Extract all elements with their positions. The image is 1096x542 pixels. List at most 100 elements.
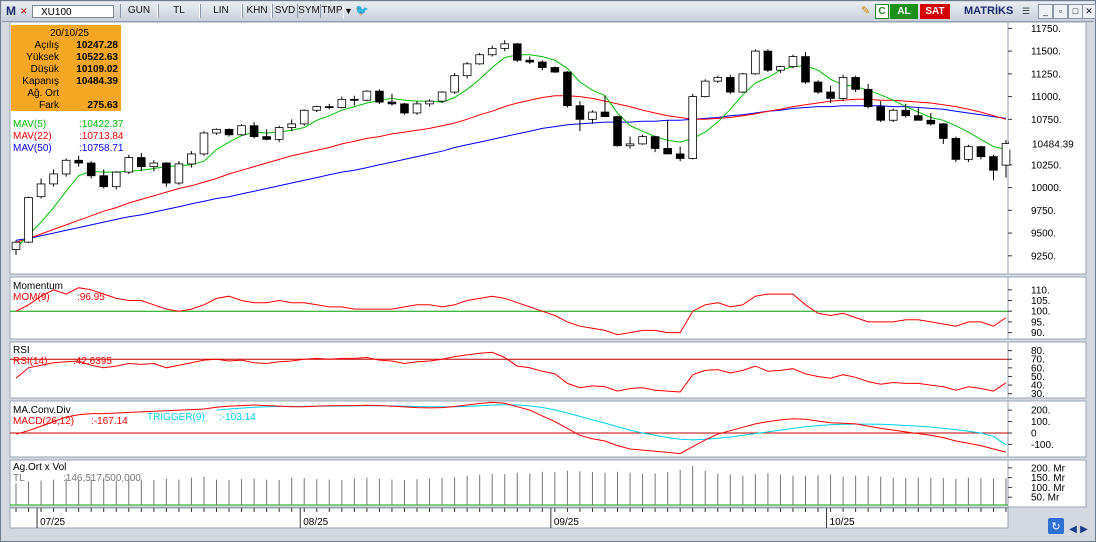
candle-body [462,63,472,77]
macd-tick-label: -100. [1031,440,1054,451]
macd-tick-label: 200. [1031,406,1050,417]
currency-button[interactable]: TL [158,4,200,18]
candle-body [212,128,221,134]
rsi-title: RSI [13,345,30,356]
mom-tick-label: 105. [1031,296,1050,307]
info-box-label: Kapanış [22,76,59,87]
panel-3 [9,400,1009,458]
period-button[interactable]: GUN [120,4,158,18]
axis-panel-4 [1007,459,1087,508]
candle-body [262,136,271,140]
x-axis-panel [9,507,1009,529]
candle-body [588,111,597,120]
price-tick-label: 11500. [1031,47,1061,58]
legend-name: MAV(50) [13,143,52,154]
matriks-logo[interactable]: M [6,4,16,18]
refresh-icon [1048,518,1064,534]
candle-body [437,91,447,102]
legend-value: :10713.84 [79,131,124,142]
macd-tick-label: 100. [1031,417,1050,428]
candle-body [913,115,923,121]
rsi-tick-label: 50. [1031,372,1045,383]
x-tick-label: 09/25 [554,517,579,528]
twitter-icon[interactable]: 🐦 [355,5,369,17]
info-box-value: 10247.28 [76,40,118,51]
candle-body [412,103,422,114]
price-tick-label: 10250. [1031,160,1062,171]
khn-button[interactable]: KHN [242,4,272,18]
candle-body [174,163,184,184]
candle-body [337,98,347,108]
candle-body [851,77,860,90]
compare-icon[interactable]: C [875,4,889,19]
candle-body [989,156,998,171]
candle-body [387,101,397,105]
rsi-tick-label: 70. [1031,355,1045,366]
candle-body [688,96,697,159]
candle-body [362,90,372,101]
info-box-label: Açılış [35,40,59,51]
info-box-label: Yüksek [26,52,60,63]
info-box-label: Düşük [31,64,60,75]
info-box-date: 20/10/25 [50,28,89,39]
info-box-value: 275.63 [87,100,118,111]
rsi-tick-label: 30. [1031,389,1045,400]
candle-body [312,106,322,111]
candle-body [813,81,823,93]
template-dropdown-icon[interactable]: ▼ [344,6,353,16]
legend-name: MAV(22) [13,131,52,142]
candle-body [325,106,334,109]
info-box-bg [11,25,121,111]
candle-body [888,109,898,121]
candle-body [199,132,209,155]
candle-body [726,77,735,93]
sell-button[interactable]: SAT [920,4,950,19]
legend-value: :10422.37 [79,119,124,130]
mom-tick-label: 95. [1031,317,1045,328]
candle-body [926,119,936,125]
candle-body [11,241,21,250]
candle-body [375,90,384,103]
candle-body [863,88,873,108]
linear-button[interactable]: LIN [200,4,242,18]
candle-body [826,91,835,99]
candle-body [538,61,547,68]
info-box-value: 10484.39 [76,76,118,87]
x-tick-label: 10/25 [830,517,855,528]
candle-body [801,56,810,83]
candle-body [575,105,585,120]
candle-body [74,159,83,164]
scroll-left-icon: ◀ [1069,524,1077,535]
pencil-icon[interactable]: ✎ [861,5,871,17]
mom-tick-label: 110. [1031,285,1050,296]
tmp-button[interactable]: TMP [320,4,344,18]
info-box-value: 10522.63 [76,52,118,63]
candle-body [249,125,259,138]
menu-icon[interactable]: ☰ [1022,6,1031,16]
info-box-label: Fark [39,100,60,111]
close-symbol-icon[interactable]: ✕ [20,6,28,16]
volume-title: Ag.Ort x Vol [13,462,66,473]
candle-body [838,77,848,99]
panel-1 [9,276,1009,340]
candle-body [763,50,773,71]
macd-value: :-167.14 [91,416,128,427]
last-value-label: 10484.39 [1032,140,1074,151]
minimize-icon[interactable]: _ [1038,4,1053,19]
candle-body [751,50,760,75]
buy-button[interactable]: AL [890,4,918,19]
macd-label: MACD(26,12) [13,416,74,427]
navigation-controls: ↻ ◀ ▶ [1048,518,1088,535]
price-tick-label: 11000. [1031,92,1061,103]
volume-value: :146,517,500,000 [63,473,141,484]
macd-line [15,401,1007,455]
candle-body [512,43,522,61]
restore-icon[interactable]: ▫ [1053,4,1068,19]
momentum-title: Momentum [13,281,63,292]
symbol-input[interactable]: XU100 [32,5,114,18]
candle-body [36,183,46,198]
last-value-bg [1009,137,1085,150]
